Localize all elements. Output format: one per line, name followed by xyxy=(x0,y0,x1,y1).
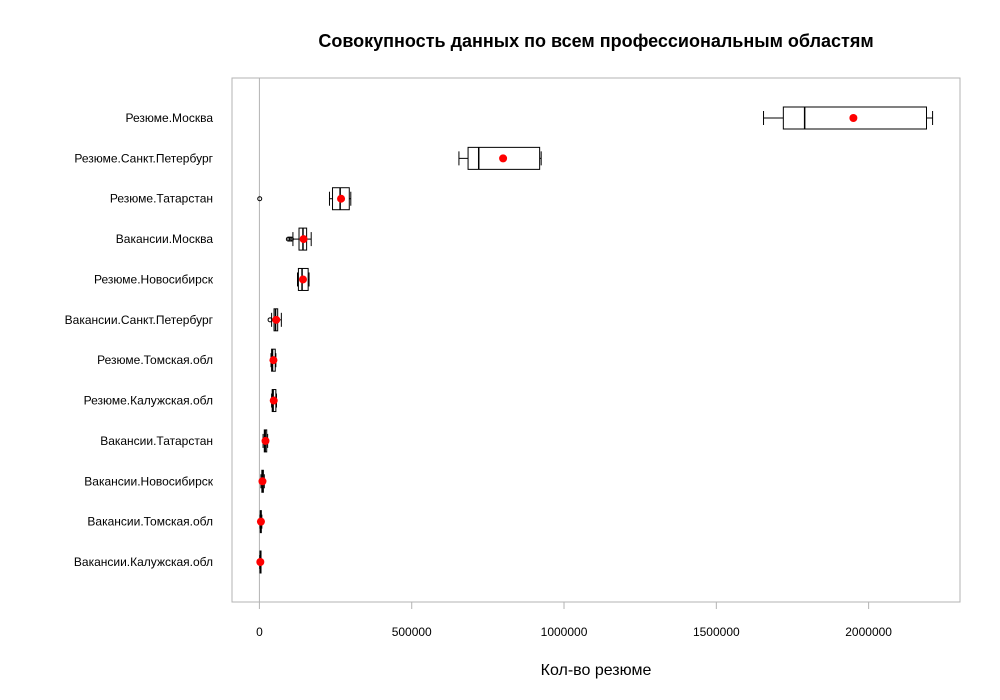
category-label: Резюме.Новосибирск xyxy=(94,272,214,286)
box-group xyxy=(458,146,542,170)
box-group xyxy=(261,429,270,453)
plot-frame xyxy=(231,77,961,603)
box-group xyxy=(257,187,352,211)
iqr-box xyxy=(297,267,309,291)
mean-marker xyxy=(256,517,265,526)
x-tick-label: 0 xyxy=(256,625,263,639)
mean-marker xyxy=(849,114,858,122)
category-labels: Резюме.Москва Резюме.Санкт.Петербург Резюм… xyxy=(65,111,214,569)
category-label: Резюме.Санкт.Петербург xyxy=(74,151,213,165)
x-axis-label: Кол-во резюме xyxy=(541,662,652,679)
box-group xyxy=(258,469,267,493)
mean-marker xyxy=(261,436,270,445)
iqr-box xyxy=(467,146,541,170)
category-label: Вакансии.Татарстан xyxy=(100,434,213,448)
mean-marker xyxy=(269,396,278,405)
box-group xyxy=(256,550,265,574)
outlier-point xyxy=(257,196,263,202)
outlier-point xyxy=(285,236,291,242)
mean-marker xyxy=(269,356,278,365)
outlier-point xyxy=(267,317,273,323)
category-label: Вакансии.Калужская.обл xyxy=(74,555,213,569)
mean-marker xyxy=(258,477,267,486)
mean-marker xyxy=(499,154,508,163)
mean-marker xyxy=(299,235,308,244)
x-tick-label: 2000000 xyxy=(845,625,892,639)
iqr-box xyxy=(332,187,350,211)
box-group xyxy=(269,389,278,413)
category-label: Резюме.Татарстан xyxy=(110,192,213,206)
x-tick-label: 500000 xyxy=(392,625,432,639)
box-group xyxy=(285,227,312,251)
category-label: Вакансии.Томская.обл xyxy=(87,515,213,529)
outlier-point xyxy=(288,236,294,242)
category-label: Вакансии.Санкт.Петербург xyxy=(65,313,214,327)
x-tick-label: 1000000 xyxy=(541,625,588,639)
x-tick-label: 1500000 xyxy=(693,625,740,639)
chart-title: Совокупность данных по всем профессионал… xyxy=(318,31,873,51)
box-group xyxy=(763,106,934,130)
mean-marker xyxy=(256,558,265,566)
box-group xyxy=(267,308,282,332)
mean-marker xyxy=(272,315,281,324)
category-label: Резюме.Томская.обл xyxy=(97,353,213,367)
box-group xyxy=(269,348,278,372)
outlier-point xyxy=(287,236,293,242)
category-label: Вакансии.Новосибирск xyxy=(84,474,213,488)
boxes xyxy=(256,106,934,574)
mean-marker xyxy=(337,194,346,203)
box-group xyxy=(256,510,265,534)
category-label: Резюме.Калужская.обл xyxy=(84,394,213,408)
mean-marker xyxy=(298,275,307,284)
category-label: Вакансии.Москва xyxy=(116,232,214,246)
iqr-box xyxy=(782,106,927,130)
x-axis: 0 500000 1000000 1500000 2000000 xyxy=(256,601,892,639)
category-label: Резюме.Москва xyxy=(126,111,214,125)
box-group xyxy=(296,267,310,291)
